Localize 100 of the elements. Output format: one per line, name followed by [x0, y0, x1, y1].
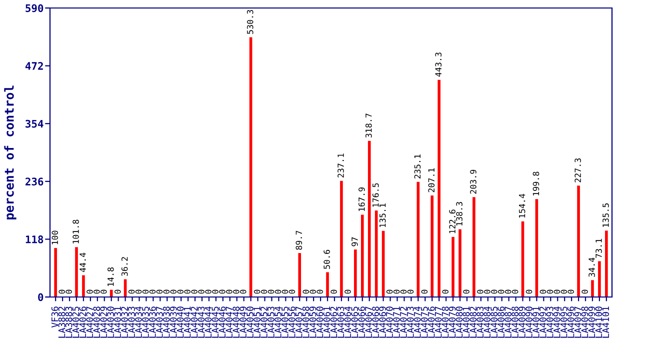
x-tick-label: LA4066: [358, 306, 366, 338]
x-tick-label: LA4047: [226, 306, 233, 338]
x-tick-label: LA4081: [462, 306, 470, 338]
data-label: 0: [344, 290, 351, 294]
x-tick-label: LA4093: [546, 306, 554, 338]
data-label: 167.9: [358, 187, 365, 211]
x-tick-label: LA4072: [400, 306, 407, 338]
x-tick-label: LA4080: [456, 306, 463, 338]
x-tick-label: LA4067: [365, 306, 372, 338]
x-tick-label: LA3883: [65, 306, 72, 338]
bar: [598, 261, 601, 297]
x-tick-label: LA4090: [526, 306, 532, 338]
x-tick-label: LA4074: [414, 306, 421, 338]
x-tick-label: LA4035: [142, 306, 149, 338]
bar: [326, 272, 329, 297]
data-label: 154.4: [518, 194, 526, 218]
y-tick-label: 236: [26, 178, 44, 186]
data-label: 0: [512, 290, 518, 294]
bar: [438, 80, 440, 297]
x-tick-label: LA4085: [490, 306, 498, 338]
x-tick-label: LA4052: [260, 306, 268, 338]
x-tick-label: LA4079: [448, 306, 456, 338]
data-label: 0: [316, 290, 323, 294]
data-label: 100: [52, 230, 58, 244]
data-label: 0: [191, 290, 198, 294]
x-tick-label: LA4034: [135, 306, 142, 338]
x-tick-label: LA4091: [532, 306, 540, 338]
bar: [458, 229, 462, 297]
x-tick-label: LA4101: [602, 306, 610, 338]
data-label: 0: [421, 290, 428, 294]
x-tick-label: LA4027: [86, 306, 94, 338]
data-label: 73.1: [596, 238, 602, 258]
x-tick-label: LA4029: [100, 306, 108, 338]
x-tick-label: LA4098: [581, 306, 588, 338]
data-label: 0: [114, 290, 121, 294]
data-label: 0: [226, 290, 232, 294]
y-axis-title: percent of control: [4, 86, 16, 220]
data-label: 443.3: [435, 52, 442, 77]
y-tick-label: 354: [26, 120, 44, 128]
x-tick-label: LA4084: [484, 306, 491, 338]
x-tick-label: LA4043: [198, 306, 205, 338]
bar: [360, 214, 364, 297]
data-label: 0: [400, 290, 407, 294]
data-label: 199.8: [532, 172, 540, 196]
x-tick-label: LA4068: [372, 306, 379, 338]
x-tick-label: LA4092: [539, 306, 546, 338]
data-label: 203.9: [470, 170, 476, 194]
data-label: 0: [582, 290, 588, 294]
data-label: 0: [540, 290, 546, 294]
x-tick-label: LA4028: [93, 306, 100, 338]
data-label: 0: [170, 290, 177, 294]
x-tick-label: LA4082: [470, 306, 477, 338]
data-label: 0: [219, 290, 226, 294]
x-tick-label: LA4056: [288, 306, 296, 338]
data-label: 0: [477, 290, 484, 294]
data-label: 0: [205, 290, 212, 294]
x-tick-label: LA4041: [184, 306, 191, 338]
x-tick-label: LA4039: [170, 306, 177, 338]
data-label: 0: [94, 290, 100, 294]
data-label: 44.4: [80, 252, 86, 272]
data-label: 36.2: [121, 257, 128, 276]
x-tick-label: LA4065: [351, 306, 358, 338]
x-tick-label: LA4030: [107, 306, 114, 338]
bar: [577, 186, 580, 297]
x-tick-label: LA4033: [128, 306, 135, 338]
x-tick-label: LA4089: [518, 306, 526, 338]
x-tick-label: LA4038: [162, 306, 170, 338]
data-label: 0: [149, 290, 156, 294]
data-label: 235.1: [414, 154, 421, 178]
x-tick-label: LA4045: [212, 306, 219, 338]
data-label: 0: [177, 290, 184, 294]
x-tick-label: LA3882: [58, 306, 66, 338]
data-label: 0: [526, 290, 532, 294]
data-label: 176.5: [372, 183, 379, 207]
data-label: 0: [288, 290, 296, 294]
x-tick-label: LA4063: [337, 306, 344, 338]
data-label: 89.7: [296, 230, 302, 250]
data-label: 0: [546, 290, 554, 294]
x-tick-label: LA4076: [428, 306, 435, 338]
x-tick-label: LA4048: [232, 306, 240, 338]
y-tick-label: 118: [26, 235, 44, 244]
bar: [54, 248, 57, 297]
data-label: 0: [212, 290, 218, 294]
x-tick-label: LA4094: [553, 306, 560, 338]
data-label: 0: [156, 290, 163, 294]
data-label: 0: [184, 290, 190, 294]
x-tick-label: LA4044: [204, 306, 212, 338]
y-tick-label: 590: [26, 4, 44, 12]
bar: [472, 197, 476, 297]
x-tick-label: LA4042: [190, 306, 198, 338]
x-tick-label: LA4061: [323, 306, 330, 338]
x-tick-label: LA4051: [254, 306, 260, 338]
x-tick-label: LA4057: [295, 306, 302, 338]
bar: [249, 37, 252, 297]
bar: [110, 290, 113, 297]
data-label: 101.8: [72, 220, 79, 244]
bar: [452, 236, 454, 297]
x-tick-label: LA4058: [302, 306, 310, 338]
x-tick-label: LA4036: [149, 306, 156, 338]
x-tick-label: LA4077: [434, 306, 442, 338]
